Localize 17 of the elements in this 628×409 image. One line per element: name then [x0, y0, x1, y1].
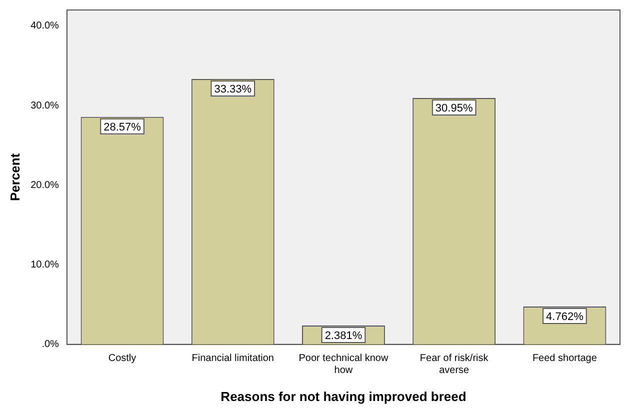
x-tick-label: Costly: [108, 353, 136, 364]
x-tick-label: Poor technical know how: [298, 353, 389, 376]
data-label: 30.95%: [435, 102, 473, 115]
x-axis-title: Reasons for not having improved breed: [220, 388, 466, 404]
x-tick-label: Financial limitation: [192, 353, 274, 364]
data-label: 33.33%: [214, 84, 252, 96]
y-axis-title: Percent: [7, 152, 22, 202]
x-tick-label: Feed shortage: [532, 353, 598, 364]
y-tick-label: 10.0%: [30, 260, 60, 271]
y-tick-label: 40.0%: [30, 20, 60, 32]
data-label: 4.762%: [546, 311, 584, 324]
y-tick-label: 20.0%: [30, 180, 60, 191]
x-tick-label: Fear of risk/risk averse: [420, 353, 490, 376]
y-tick-label: 30.0%: [30, 100, 60, 112]
data-label: 2.381%: [324, 330, 362, 342]
data-label: 28.57%: [104, 121, 142, 134]
y-tick-label: .0%: [42, 339, 60, 350]
